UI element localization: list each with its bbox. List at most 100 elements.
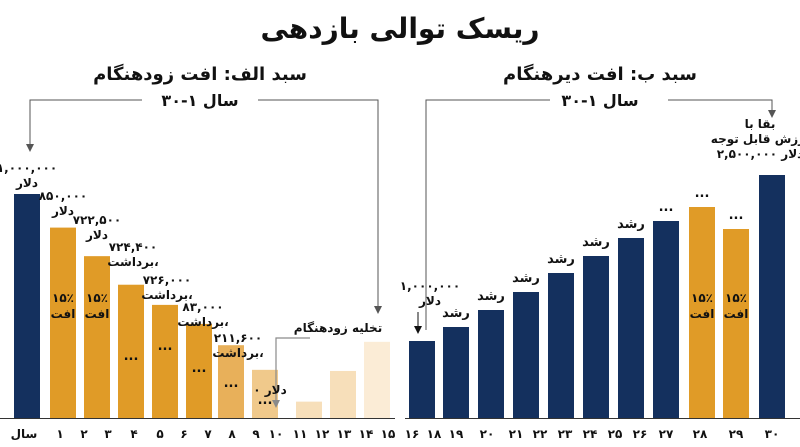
basket-a-subtitle: سال ۱-۳۰ [161,91,238,110]
x-tick-label: ۱۳ [337,427,352,441]
bar [513,292,539,418]
x-tick-label: ۲۹ [729,427,744,441]
data-label: ۸۵۰,۰۰۰ [39,189,88,203]
data-label: دلار [85,228,108,242]
data-label: ... [729,208,744,223]
early-depletion-note: تخلیه زودهنگام [294,321,382,336]
bar [548,273,574,418]
x-tick-label: ۲۲ [533,427,548,441]
data-label: ۲۱۱,۶۰۰ [214,331,263,345]
x-tick-label: ۲۷ [659,427,674,441]
x-tick-label: ۹ [252,427,260,441]
bar-inner-label: ... [124,349,139,364]
bar-inner-label: ۱۵٪ [725,291,747,305]
basket-b-title: سبد ب: افت دیرهنگام [503,63,697,85]
data-label: رشد [442,306,470,321]
x-tick-label: ۱۴ [359,427,374,441]
bar [723,229,749,418]
x-tick-label: سال [11,427,38,441]
data-label: ۸۳,۰۰۰ [182,300,223,314]
data-label: ۱,۰۰۰,۰۰۰ [0,161,57,175]
bar [653,221,679,418]
bar [478,310,504,418]
bar-inner-label: ... [192,361,207,376]
x-tick-label: ۱۲ [315,427,330,441]
basket-a-arrowhead-right [374,306,382,314]
bar [118,284,144,418]
x-tick-label: ۲۳ [558,427,573,441]
x-tick-label: ۱۶ [405,427,420,441]
x-tick-label: ۱۹ [449,427,464,441]
x-tick-label: ۲۸ [693,427,708,441]
note-arrow [275,337,310,404]
bar [50,227,76,418]
basket-b-bracket-right [668,99,773,112]
data-label: ۷۲۴,۴۰۰ [109,240,158,254]
data-label: برداشت، [212,346,263,360]
x-tick-label: ۱۸ [427,427,442,441]
bar [186,323,212,418]
data-label: رشد [582,235,610,250]
x-tick-label: ۴ [130,427,137,441]
x-tick-label: ۲۴ [583,427,598,441]
x-tick-label: ۳ [104,427,112,441]
data-label: بقا با [745,117,776,131]
x-tick-label: ۱۱ [293,427,308,441]
basket-a-arrowhead [26,144,34,152]
bar-inner-label: ۱۵٪ [52,291,74,305]
bar [296,401,322,418]
bar-inner-label: افت [690,307,715,321]
x-tick-label: ۱۰ [269,427,284,441]
data-label: دلار [418,294,441,308]
data-label: رشد [477,289,505,304]
bar-inner-label: ۱۵٪ [86,291,108,305]
basket-b-subtitle: سال ۱-۳۰ [561,91,638,110]
data-label: دلار [51,204,74,218]
bar-inner-label: ... [224,376,239,391]
x-tick-label: ۷ [204,427,212,441]
data-label: برداشت، [141,288,192,302]
bar-inner-label: افت [724,307,749,321]
data-label: دلار [15,176,38,190]
x-tick-label: ۲۱ [509,427,524,441]
x-tick-label: ۲۵ [608,427,623,441]
data-label: ۷۲۲,۵۰۰ [73,213,122,227]
x-tick-label: ۵ [156,427,163,441]
note-arrowhead [272,400,280,408]
data-label: رشد [512,271,540,286]
bar-inner-label: ... [258,393,273,408]
basket-b-arrowhead [768,110,776,118]
basket-a-bracket [29,99,142,148]
data-label: ۷۲۶,۰۰۰ [143,273,192,287]
bar [252,369,278,418]
start-arrowhead [414,326,422,334]
basket-b-bracket-left [425,99,550,330]
zero-label: ۰ دلار [253,383,287,397]
x-tick-label: ۱ [56,427,63,441]
data-label: برداشت، [177,315,228,329]
x-tick-label: ۲ [80,427,88,441]
bar-inner-label: ... [158,339,173,354]
basket-a-title: سبد الف: افت زودهنگام [93,63,307,85]
x-tick-label: ۱۵ [381,427,396,441]
bar [409,341,435,418]
data-label: برداشت، [107,255,158,269]
basket-a-bracket-right [258,99,379,310]
data-label: رشد [617,217,645,232]
x-tick-label: ۳۰ [765,427,780,441]
bar-inner-label: ۱۵٪ [691,291,713,305]
bar [583,256,609,418]
chart-title: ریسک توالی بازدهی [260,12,539,45]
bar [364,341,390,418]
x-tick-label: ۸ [228,427,236,441]
bar [330,370,356,418]
bar [618,238,644,418]
data-label: رشد [547,252,575,267]
bar [152,304,178,418]
bar [14,194,40,418]
bar [218,345,244,418]
bar-inner-label: افت [51,307,76,321]
bar [84,256,110,418]
data-label: ... [659,200,674,215]
